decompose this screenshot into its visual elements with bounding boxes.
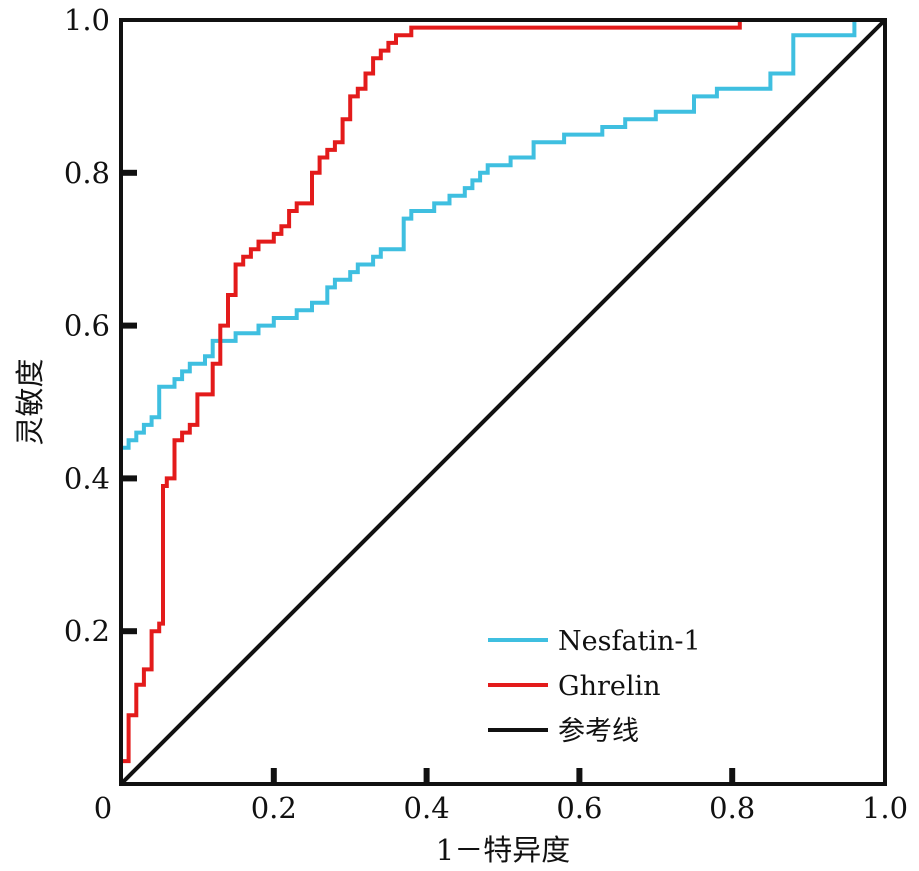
y-axis-title: 灵敏度 (13, 358, 47, 445)
legend: Nesfatin-1 Ghrelin 参考线 (488, 626, 701, 747)
legend-label-2: 参考线 (558, 716, 639, 747)
legend-label-0: Nesfatin-1 (558, 626, 701, 657)
axis-ticks (121, 169, 736, 784)
y-tick-label-3: 0.8 (64, 156, 110, 190)
x-axis-title: 1－特异度 (436, 833, 570, 867)
y-tick-label-1: 0.4 (64, 461, 110, 495)
series-line-1 (119, 18, 885, 784)
x-tick-label-2: 0.4 (404, 791, 450, 825)
y-tick-label-2: 0.6 (64, 309, 110, 343)
tick-labels: 0 0.2 0.4 0.6 0.8 1.0 0.2 0.4 0.6 0.8 1.0 (64, 3, 908, 825)
x-tick-label-4: 0.8 (709, 791, 755, 825)
series-line-2 (119, 18, 887, 786)
x-tick-label-0: 0 (94, 791, 112, 825)
y-tick-label-0: 0.2 (64, 614, 110, 648)
series-line-0 (119, 18, 885, 784)
x-tick-label-5: 1.0 (862, 791, 908, 825)
x-tick-label-1: 0.2 (251, 791, 297, 825)
plot-frame (119, 18, 887, 786)
y-tick-label-4: 1.0 (64, 3, 110, 37)
x-tick-label-3: 0.6 (556, 791, 602, 825)
plot-lines (119, 18, 887, 786)
legend-label-1: Ghrelin (558, 671, 661, 702)
